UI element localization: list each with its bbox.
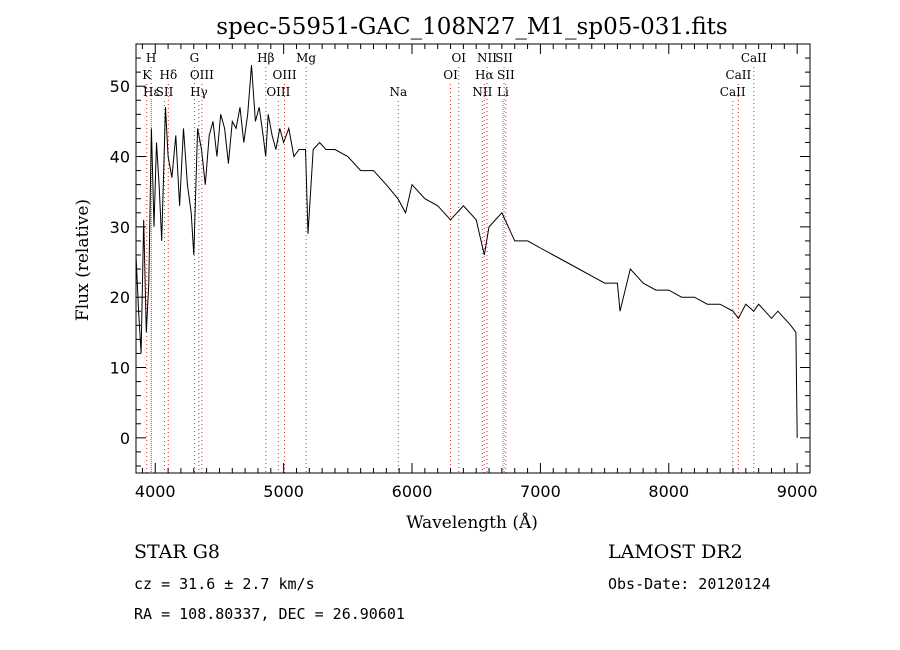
survey-name: LAMOST DR2 <box>608 541 743 563</box>
y-tick-label: 0 <box>120 429 130 448</box>
y-tick-label: 40 <box>110 148 130 167</box>
line-label: OI <box>443 68 458 82</box>
x-tick-label: 9000 <box>777 482 818 501</box>
line-label: Mg <box>296 51 316 65</box>
line-label: OIII <box>266 85 290 99</box>
obs-date-text: Obs-Date: 20120124 <box>608 575 771 593</box>
line-label: SII <box>497 68 515 82</box>
line-label: OI <box>451 51 466 65</box>
line-label: Li <box>497 85 509 99</box>
line-label: OIII <box>190 68 214 82</box>
x-tick-label: 8000 <box>648 482 689 501</box>
x-tick-label: 7000 <box>520 482 561 501</box>
line-label: NII <box>477 51 497 65</box>
line-label: Hγ <box>190 85 208 99</box>
line-label: G <box>190 51 200 65</box>
coordinates-text: RA = 108.80337, DEC = 26.90601 <box>134 605 405 623</box>
line-label: K <box>142 68 152 82</box>
y-tick-label: 10 <box>110 359 130 378</box>
line-label: Hα <box>475 68 494 82</box>
plot-frame <box>135 43 811 474</box>
x-axis-label: Wavelength (Å) <box>406 512 538 533</box>
line-label: SII <box>495 51 513 65</box>
line-label: OIII <box>273 68 297 82</box>
y-tick-label: 30 <box>110 218 130 237</box>
spectrum-line <box>135 65 798 438</box>
line-label: CaII <box>725 68 751 82</box>
line-label: SII <box>156 85 174 99</box>
axes: 4000 5000 6000 7000 8000 9000 0 10 20 30 40 50 <box>110 43 818 501</box>
line-labels: HKHεHδSIIGOIIIHγHβOIIIOIIIMgNaOIOINIISII… <box>142 51 767 99</box>
line-label: CaII <box>720 85 746 99</box>
y-tick-label: 20 <box>110 288 130 307</box>
y-axis-label: Flux (relative) <box>73 199 93 321</box>
line-label: CaII <box>741 51 767 65</box>
chart-title: spec-55951-GAC_108N27_M1_sp05-031.fits <box>216 14 727 40</box>
line-label: Hδ <box>160 68 178 82</box>
redshift-text: cz = 31.6 ± 2.7 km/s <box>134 575 315 593</box>
y-tick-label: 50 <box>110 77 130 96</box>
line-label: Na <box>389 85 407 99</box>
line-label: Hβ <box>257 51 274 65</box>
line-label: Hε <box>143 85 160 99</box>
object-class: STAR G8 <box>134 541 220 563</box>
line-label: NII <box>472 85 492 99</box>
x-tick-label: 4000 <box>135 482 176 501</box>
x-tick-label: 6000 <box>392 482 433 501</box>
x-tick-label: 5000 <box>263 482 304 501</box>
line-label: H <box>146 51 156 65</box>
line-markers <box>146 67 755 473</box>
